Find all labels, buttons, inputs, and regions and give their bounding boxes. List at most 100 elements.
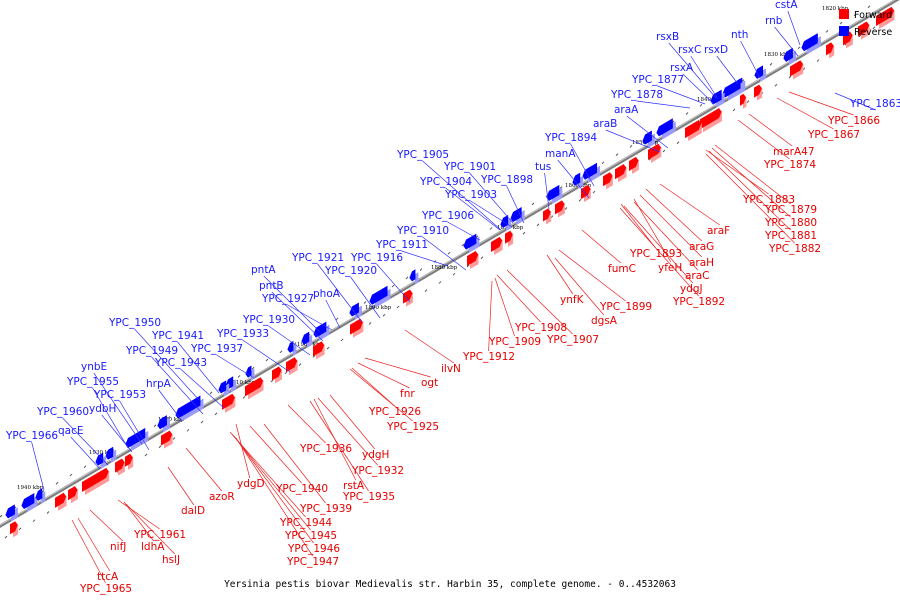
- forward-gene-label-arag[interactable]: araG: [689, 241, 714, 253]
- reverse-gene-label-ypc-1927[interactable]: YPC_1927: [261, 293, 314, 305]
- reverse-gene-label-ypc-1960[interactable]: YPC_1960: [36, 406, 89, 418]
- forward-gene-label-ypc-1892[interactable]: YPC_1892: [672, 296, 725, 308]
- forward-gene-label-ydgd[interactable]: ydgD: [237, 478, 265, 490]
- reverse-gene-feature[interactable]: [656, 118, 673, 137]
- forward-gene-feature[interactable]: [615, 164, 627, 180]
- reverse-gene-feature[interactable]: [754, 65, 764, 79]
- forward-gene-label-ypc-1879[interactable]: YPC_1879: [764, 204, 817, 216]
- reverse-gene-feature[interactable]: [722, 78, 741, 98]
- forward-gene-label-ypc-1908[interactable]: YPC_1908: [514, 322, 567, 334]
- forward-gene-feature[interactable]: [603, 172, 613, 187]
- reverse-gene-feature[interactable]: [409, 269, 416, 282]
- reverse-gene-label-phoa[interactable]: phoA: [313, 288, 341, 300]
- forward-gene-label-ypc-1883[interactable]: YPC_1883: [742, 194, 795, 206]
- reverse-gene-feature[interactable]: [95, 452, 104, 466]
- forward-gene-feature[interactable]: [876, 6, 895, 27]
- reverse-gene-label-ypc-1943[interactable]: YPC_1943: [154, 357, 207, 369]
- forward-gene-feature[interactable]: [55, 492, 67, 508]
- forward-gene-label-ypc-1961[interactable]: YPC_1961: [133, 529, 186, 541]
- forward-gene-feature[interactable]: [505, 230, 513, 244]
- forward-gene-label-ypc-1880[interactable]: YPC_1880: [764, 217, 817, 229]
- forward-gene-feature[interactable]: [313, 341, 325, 357]
- reverse-gene-feature[interactable]: [582, 162, 598, 180]
- forward-gene-feature[interactable]: [740, 93, 747, 106]
- reverse-gene-label-ypc-1877[interactable]: YPC_1877: [631, 74, 684, 86]
- reverse-gene-label-ypc-1911[interactable]: YPC_1911: [375, 239, 428, 251]
- forward-gene-feature[interactable]: [68, 486, 78, 501]
- forward-gene-label-ydgj[interactable]: ydgJ: [680, 283, 703, 295]
- reverse-gene-label-nth[interactable]: nth: [731, 29, 748, 41]
- forward-gene-label-yfeh[interactable]: yfeH: [658, 262, 682, 274]
- forward-gene-label-ilvn[interactable]: ilvN: [441, 363, 461, 375]
- reverse-gene-label-tus[interactable]: tus: [535, 161, 551, 173]
- forward-gene-label-ynfk[interactable]: ynfK: [560, 294, 585, 306]
- forward-gene-feature[interactable]: [115, 458, 125, 473]
- forward-gene-feature[interactable]: [272, 366, 282, 381]
- forward-gene-label-ypc-1965[interactable]: YPC_1965: [79, 583, 132, 595]
- reverse-gene-feature[interactable]: [175, 395, 201, 419]
- reverse-gene-label-ypc-1941[interactable]: YPC_1941: [151, 330, 204, 342]
- forward-gene-label-dgsa[interactable]: dgsA: [591, 315, 618, 327]
- reverse-gene-label-ypc-1906[interactable]: YPC_1906: [421, 210, 474, 222]
- reverse-gene-label-ypc-1966[interactable]: YPC_1966: [5, 430, 58, 442]
- forward-gene-feature[interactable]: [858, 21, 870, 37]
- forward-gene-label-ypc-1882[interactable]: YPC_1882: [768, 243, 821, 255]
- forward-gene-label-ypc-1907[interactable]: YPC_1907: [546, 334, 599, 346]
- forward-gene-feature[interactable]: [826, 42, 834, 56]
- forward-gene-label-ypc-1909[interactable]: YPC_1909: [488, 336, 541, 348]
- forward-gene-feature[interactable]: [581, 185, 591, 200]
- reverse-gene-label-rsxa[interactable]: rsxA: [670, 62, 694, 74]
- forward-gene-feature[interactable]: [125, 453, 133, 467]
- reverse-gene-label-pnta[interactable]: pntA: [251, 264, 276, 276]
- forward-gene-label-ypc-1925[interactable]: YPC_1925: [386, 421, 439, 433]
- forward-gene-label-ypc-1947[interactable]: YPC_1947: [286, 556, 339, 568]
- reverse-gene-feature[interactable]: [510, 206, 522, 223]
- reverse-gene-label-pntb[interactable]: pntB: [259, 280, 284, 292]
- reverse-gene-label-rsxb[interactable]: rsxB: [656, 31, 679, 43]
- reverse-gene-feature[interactable]: [710, 89, 722, 105]
- forward-gene-label-ypc-1945[interactable]: YPC_1945: [284, 530, 337, 542]
- forward-gene-feature[interactable]: [790, 60, 803, 77]
- forward-gene-label-ypc-1874[interactable]: YPC_1874: [763, 159, 816, 171]
- reverse-gene-label-ypc-1953[interactable]: YPC_1953: [93, 389, 146, 401]
- forward-gene-feature[interactable]: [543, 208, 551, 222]
- reverse-gene-label-ypc-1950[interactable]: YPC_1950: [108, 317, 161, 329]
- forward-gene-label-ydgh[interactable]: ydgH: [362, 449, 389, 461]
- forward-gene-label-ttca[interactable]: ttcA: [97, 571, 119, 583]
- reverse-gene-label-rsxd[interactable]: rsxD: [704, 44, 728, 56]
- reverse-gene-feature[interactable]: [157, 415, 167, 430]
- reverse-gene-label-ypc-1933[interactable]: YPC_1933: [216, 328, 269, 340]
- reverse-gene-feature[interactable]: [35, 488, 43, 501]
- forward-gene-label-ypc-1932[interactable]: YPC_1932: [351, 465, 404, 477]
- reverse-gene-label-qace[interactable]: qacE: [58, 425, 84, 437]
- reverse-gene-feature[interactable]: [5, 504, 15, 519]
- forward-gene-label-ypc-1867[interactable]: YPC_1867: [807, 129, 860, 141]
- forward-gene-feature[interactable]: [648, 143, 661, 160]
- reverse-gene-label-ypc-1930[interactable]: YPC_1930: [242, 314, 295, 326]
- forward-gene-feature[interactable]: [491, 236, 503, 252]
- reverse-gene-label-ypc-1863[interactable]: YPC_1863: [849, 98, 900, 110]
- reverse-gene-label-arab[interactable]: araB: [593, 118, 617, 130]
- reverse-gene-label-ypc-1921[interactable]: YPC_1921: [291, 252, 344, 264]
- reverse-gene-label-ypc-1910[interactable]: YPC_1910: [396, 225, 449, 237]
- reverse-gene-label-ypc-1949[interactable]: YPC_1949: [125, 345, 178, 357]
- reverse-gene-feature[interactable]: [21, 492, 35, 510]
- forward-gene-feature[interactable]: [286, 357, 298, 373]
- forward-gene-label-ypc-1881[interactable]: YPC_1881: [764, 230, 817, 242]
- forward-gene-feature[interactable]: [754, 84, 762, 98]
- forward-gene-label-ypc-1936[interactable]: YPC_1936: [299, 443, 352, 455]
- reverse-gene-label-ypc-1916[interactable]: YPC_1916: [350, 252, 403, 264]
- forward-gene-feature[interactable]: [82, 467, 109, 493]
- forward-gene-label-ypc-1935[interactable]: YPC_1935: [342, 491, 395, 503]
- reverse-gene-label-rnb[interactable]: rnb: [765, 15, 783, 27]
- reverse-gene-label-ypc-1905[interactable]: YPC_1905: [396, 149, 449, 161]
- forward-gene-feature[interactable]: [222, 393, 235, 410]
- forward-gene-feature[interactable]: [10, 521, 18, 535]
- reverse-gene-feature[interactable]: [463, 233, 477, 250]
- reverse-gene-feature[interactable]: [349, 302, 359, 317]
- forward-gene-feature[interactable]: [555, 200, 565, 215]
- forward-gene-feature[interactable]: [467, 250, 479, 267]
- reverse-gene-feature[interactable]: [783, 47, 793, 62]
- reverse-gene-label-ypc-1901[interactable]: YPC_1901: [443, 161, 496, 173]
- forward-gene-label-ypc-1944[interactable]: YPC_1944: [279, 517, 332, 529]
